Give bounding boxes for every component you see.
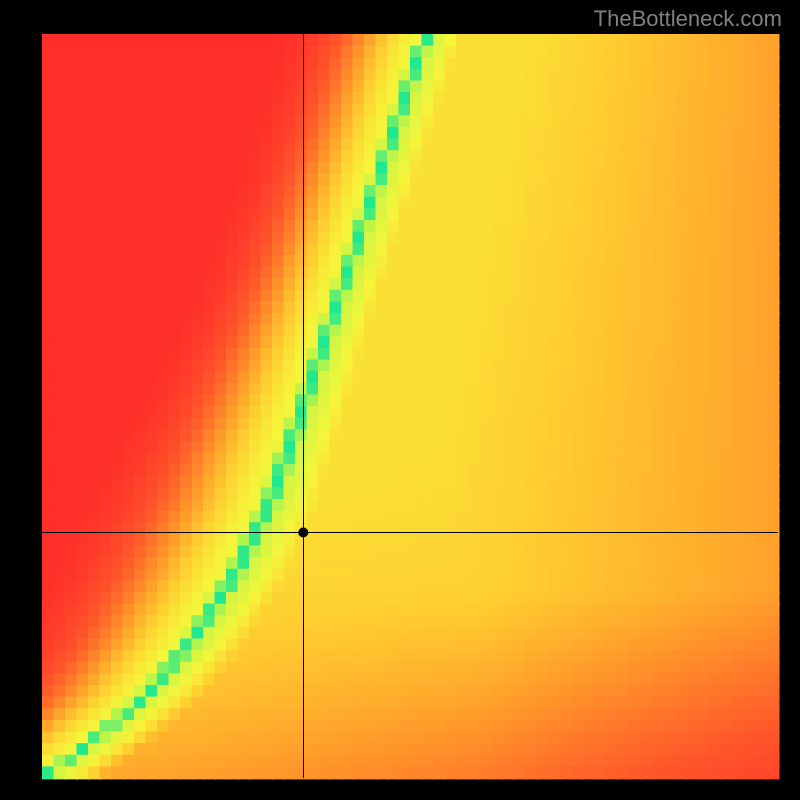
chart-container: TheBottleneck.com [0, 0, 800, 800]
heatmap-canvas [0, 0, 800, 800]
watermark-text: TheBottleneck.com [594, 6, 782, 32]
